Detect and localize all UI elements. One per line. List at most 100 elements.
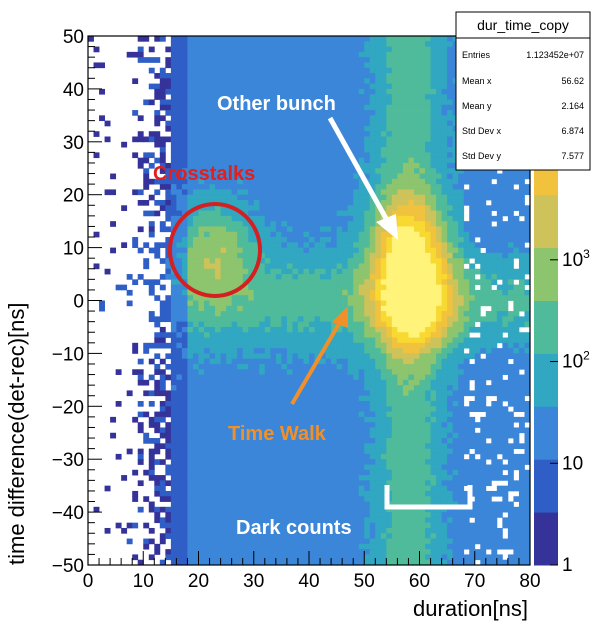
heatmap-cell (286, 342, 293, 349)
heatmap-cell (187, 215, 194, 222)
heatmap-cell (380, 332, 387, 338)
heatmap-cell (286, 215, 293, 222)
heatmap-cell (364, 517, 371, 524)
heatmap-cell (320, 363, 326, 370)
heatmap-cell (380, 406, 387, 412)
heatmap-cell (93, 62, 100, 69)
heatmap-cell (132, 369, 139, 375)
heatmap-cell (231, 221, 238, 227)
heatmap-cell (425, 36, 431, 42)
heatmap-cell (159, 533, 166, 539)
heatmap-cell (292, 512, 299, 518)
heatmap-cell (408, 416, 415, 423)
heatmap-cell (325, 469, 332, 476)
heatmap-cell (358, 469, 365, 476)
heatmap-cell (336, 464, 343, 471)
heatmap-cell (292, 110, 299, 116)
heatmap-cell (408, 358, 415, 365)
heatmap-cell (397, 131, 404, 137)
heatmap-cell (176, 237, 183, 243)
heatmap-cell (231, 416, 238, 423)
heatmap-cell (281, 157, 288, 164)
heatmap-cell (292, 247, 299, 254)
heatmap-cell (170, 215, 177, 222)
heatmap-cell (397, 453, 404, 460)
heatmap-cell (320, 311, 326, 317)
heatmap-cell (347, 395, 354, 402)
heatmap-cell (402, 464, 409, 471)
heatmap-cell (358, 416, 365, 423)
heatmap-cell (275, 237, 282, 243)
heatmap-cell (204, 237, 210, 243)
heatmap-cell (237, 67, 244, 74)
heatmap-cell (297, 300, 304, 307)
heatmap-cell (231, 94, 238, 100)
heatmap-cell (259, 274, 266, 280)
heatmap-cell (391, 189, 398, 196)
heatmap-cell (143, 152, 150, 159)
heatmap-cell (192, 73, 199, 79)
heatmap-cell (364, 527, 371, 534)
heatmap-cell (215, 221, 221, 227)
heatmap-cell (309, 168, 315, 174)
heatmap-cell (281, 210, 288, 217)
heatmap-cell (331, 538, 338, 545)
heatmap-cell (209, 490, 216, 497)
heatmap-cell (286, 512, 293, 518)
heatmap-cell (286, 438, 293, 444)
heatmap-cell (364, 125, 371, 132)
heatmap-cell (176, 263, 183, 270)
heatmap-cell (331, 279, 338, 286)
heatmap-cell (309, 427, 315, 434)
heatmap-cell (375, 416, 382, 423)
heatmap-cell (286, 83, 293, 90)
heatmap-cell (231, 342, 238, 349)
heatmap-cell (204, 485, 210, 492)
heatmap-cell (336, 326, 343, 333)
heatmap-cell (336, 231, 343, 238)
heatmap-cell (204, 215, 210, 222)
heatmap-cell (391, 549, 398, 555)
heatmap-cell (303, 157, 310, 164)
heatmap-cell (309, 311, 315, 317)
heatmap-cell (353, 131, 360, 137)
heatmap-cell (408, 242, 415, 248)
heatmap-cell (397, 157, 404, 164)
heatmap-cell (137, 453, 144, 460)
heatmap-cell (264, 332, 271, 338)
heatmap-cell (187, 88, 194, 95)
heatmap-cell (342, 115, 349, 122)
heatmap-cell (309, 385, 315, 391)
heatmap-cell (176, 199, 183, 206)
heatmap-cell (320, 125, 326, 132)
heatmap-cell (380, 416, 387, 423)
heatmap-cell (391, 83, 398, 90)
heatmap-cell (159, 305, 166, 312)
heatmap-cell (347, 178, 354, 185)
heatmap-cell (353, 522, 360, 529)
heatmap-cell (342, 438, 349, 444)
heatmap-cell (314, 152, 321, 159)
heatmap-cell (154, 363, 161, 370)
heatmap-cell (331, 252, 338, 259)
heatmap-cell (209, 464, 216, 471)
heatmap-cell (248, 385, 255, 391)
heatmap-cell (325, 464, 332, 471)
heatmap-cell (320, 395, 326, 402)
heatmap-cell (358, 189, 365, 196)
heatmap-cell (358, 506, 365, 513)
heatmap-cell (253, 533, 260, 539)
heatmap-cell (397, 401, 404, 407)
heatmap-cell (220, 549, 227, 555)
heatmap-cell (93, 46, 100, 53)
heatmap-cell (397, 406, 404, 412)
heatmap-cell (336, 289, 343, 296)
heatmap-cell (154, 178, 161, 185)
heatmap-cell (402, 369, 409, 375)
heatmap-cell (314, 401, 321, 407)
heatmap-cell (192, 242, 199, 248)
heatmap-cell (215, 448, 221, 455)
heatmap-cell (353, 326, 360, 333)
heatmap-cell (325, 311, 332, 317)
heatmap-cell (364, 401, 371, 407)
